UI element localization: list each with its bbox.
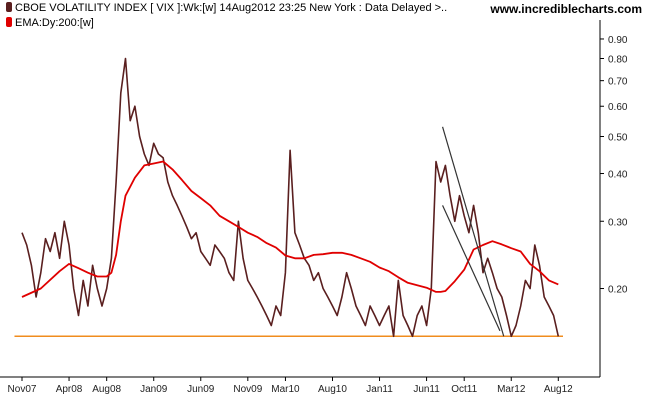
x-tick-label: Aug10	[318, 384, 347, 395]
x-tick-label: Mar12	[497, 384, 526, 395]
y-tick-label: 0.60	[608, 102, 628, 113]
x-tick-label: Mar10	[271, 384, 300, 395]
x-tick-label: Apr08	[56, 384, 83, 395]
y-tick-label: 0.20	[608, 285, 628, 296]
y-tick-label: 0.50	[608, 132, 628, 143]
site-label[interactable]: www.incrediblecharts.com	[490, 2, 642, 16]
ema-swatch-icon	[6, 17, 12, 27]
price-series-label: CBOE VOLATILITY INDEX [ VIX ]:Wk:[w] 14A…	[15, 2, 448, 14]
legend-ema: EMA:Dy:200:[w]	[6, 17, 94, 29]
x-tick-label: Jun11	[413, 384, 440, 395]
y-tick-label: 0.90	[608, 35, 628, 46]
y-tick-label: 0.30	[608, 217, 628, 228]
y-tick-label: 0.80	[608, 55, 628, 66]
x-tick-label: Oct11	[451, 384, 477, 395]
price-swatch-icon	[6, 2, 12, 12]
x-tick-label: Jun09	[187, 384, 215, 395]
x-tick-label: Aug12	[544, 384, 573, 395]
legend-price: CBOE VOLATILITY INDEX [ VIX ]:Wk:[w] 14A…	[6, 2, 447, 14]
ema-series-label: EMA:Dy:200:[w]	[15, 17, 94, 29]
x-tick-label: Aug08	[92, 384, 121, 395]
y-tick-label: 0.40	[608, 170, 628, 181]
trendline	[442, 205, 501, 332]
ema-line	[21, 160, 559, 298]
x-tick-label: Jan11	[366, 384, 393, 395]
trendline	[441, 126, 505, 337]
x-tick-label: Nov09	[233, 384, 262, 395]
price-line	[21, 57, 560, 338]
y-tick-label: 0.70	[608, 77, 628, 88]
x-tick-label: Jan09	[140, 384, 168, 395]
x-tick-label: Nov07	[8, 384, 37, 395]
